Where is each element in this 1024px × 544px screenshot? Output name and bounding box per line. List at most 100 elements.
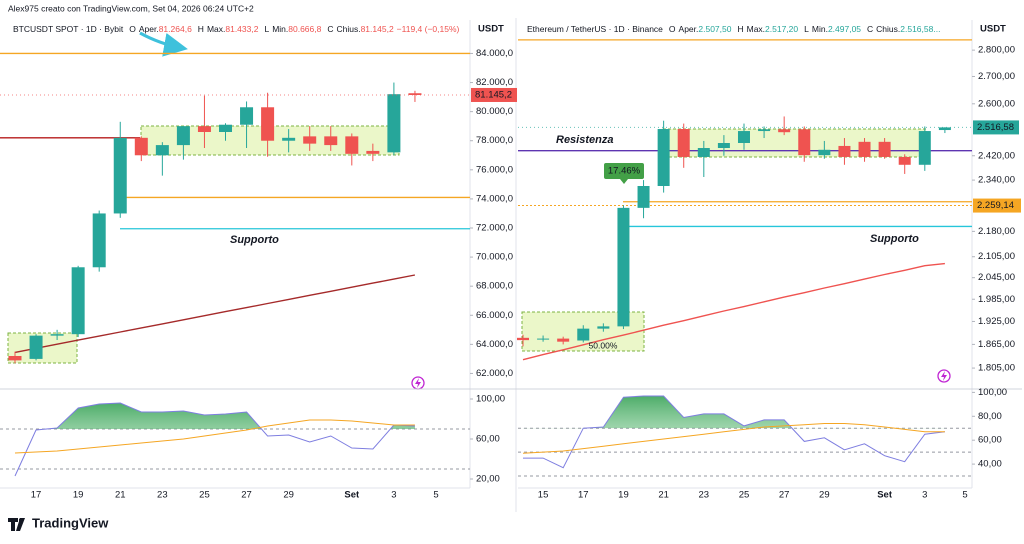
legend-value: 2.507,50: [698, 24, 731, 34]
x-tick-label: 3: [391, 490, 396, 501]
candle-body: [366, 150, 380, 154]
alert-icon[interactable]: [937, 369, 951, 383]
candle-body: [818, 149, 831, 156]
legend-label: Chius.: [876, 24, 900, 34]
y-tick-label: 40,00: [978, 459, 1002, 470]
callout-tag: [604, 163, 644, 179]
x-tick-label: 23: [699, 490, 710, 501]
legend-key: L: [804, 24, 809, 34]
candle-body: [758, 129, 771, 132]
chart-panel: USDT Ethereum / TetherUS · 1D · Binance O A…: [517, 20, 1022, 501]
candle-body: [134, 137, 148, 156]
x-tick-label: 5: [433, 490, 438, 501]
legend-value: 2.497,05: [828, 24, 861, 34]
candle-body: [597, 326, 610, 329]
y-tick-label: 60,00: [978, 435, 1002, 446]
footer-logo-text: TradingView: [32, 515, 109, 530]
legend-label: Min.: [812, 24, 828, 34]
last-price-label: 81.145,2: [475, 89, 512, 100]
y-tick-label: 1.985,00: [978, 294, 1015, 305]
x-tick-label: 5: [962, 490, 967, 501]
y-tick-label: 74.000,0: [476, 193, 513, 204]
arrow-annotation: [139, 31, 188, 57]
x-tick-label: 3: [922, 490, 927, 501]
legend-value: 81.145,2: [361, 24, 394, 34]
callout-label: 17.46%: [608, 166, 641, 177]
candle-body: [408, 93, 422, 95]
x-tick-label: 29: [819, 490, 830, 501]
candle-body: [918, 131, 931, 165]
candle-body: [858, 141, 871, 157]
x-tick-label: 23: [157, 490, 168, 501]
legend-key: L: [264, 24, 269, 34]
legend-label: Chius.: [336, 24, 360, 34]
x-tick-label: 21: [115, 490, 126, 501]
x-tick-label: 25: [199, 490, 210, 501]
legend-change: −119,4 (−0,15%): [397, 24, 460, 34]
candle-body: [838, 145, 851, 157]
marker-tag-label: 2.259,14: [977, 200, 1014, 211]
y-tick-label: 2.420,00: [978, 150, 1015, 161]
indicator-line: [14, 402, 415, 477]
legend-label: Aper.: [679, 24, 699, 34]
legend-key: H: [737, 24, 743, 34]
legend-label: Min.: [272, 24, 288, 34]
moving-average: [14, 274, 416, 354]
candle-body: [537, 338, 550, 340]
legend-value: 2.516,58...: [900, 24, 940, 34]
candle-body: [637, 185, 650, 208]
candle-body: [197, 126, 211, 132]
candle-body: [938, 127, 951, 131]
indicator-line: [522, 423, 945, 454]
y-tick-label: 80,00: [978, 411, 1002, 422]
legend-key: H: [198, 24, 204, 34]
ohlc-legend: BTCUSDT SPOT · 1D · Bybit O Aper.81.264,6 H…: [13, 24, 460, 34]
x-tick-label: 15: [538, 490, 549, 501]
candle-body: [677, 129, 690, 157]
y-tick-label: 76.000,0: [476, 164, 513, 175]
candle-body: [898, 156, 911, 165]
x-tick-label: 27: [779, 490, 790, 501]
y-tick-label: 84.000,0: [476, 48, 513, 59]
x-tick-label: 29: [283, 490, 294, 501]
y-tick-label: 62.000,0: [476, 368, 513, 379]
candle-body: [737, 131, 750, 143]
candle-body: [8, 356, 22, 361]
candle-body: [557, 338, 570, 342]
candle-body: [29, 335, 43, 359]
x-tick-label: 27: [241, 490, 252, 501]
legend-value: 80.666,8: [288, 24, 321, 34]
y-tick-label: 2.700,00: [978, 71, 1015, 82]
legend-label: Max.: [747, 24, 765, 34]
x-tick-label: 17: [31, 490, 42, 501]
level-label: Resistenza: [556, 134, 613, 146]
tradingview-logo: [8, 518, 25, 531]
chart-panel: USDT BTCUSDT SPOT · 1D · Bybit O Aper.81.26…: [0, 20, 520, 501]
indicator-line: [14, 419, 415, 454]
overbought-fill: [583, 396, 793, 429]
legend-key: C: [327, 24, 333, 34]
indicator-line: [523, 395, 945, 469]
y-tick-label: 64.000,0: [476, 339, 513, 350]
level-label: Supporto: [870, 233, 919, 245]
legend-value: 2.517,20: [765, 24, 798, 34]
y-tick-label: 1.805,00: [978, 363, 1015, 374]
y-tick-label: 2.180,00: [978, 226, 1015, 237]
y-tick-label: 2.045,00: [978, 272, 1015, 283]
y-tick-label: 80.000,0: [476, 106, 513, 117]
y-tick-label: 100,00: [978, 387, 1007, 398]
last-price-tag: [471, 87, 517, 102]
candle-body: [387, 94, 401, 153]
candle-body: [657, 129, 670, 186]
symbol-name: BTCUSDT SPOT · 1D · Bybit: [13, 24, 124, 34]
alert-icon[interactable]: [411, 376, 425, 390]
candle-body: [577, 328, 590, 341]
candle-body: [219, 124, 232, 132]
candle-body: [71, 267, 85, 335]
x-tick-label: 17: [578, 490, 589, 501]
y-tick-label: 1.865,00: [978, 339, 1015, 350]
header: Alex975 creato con TradingView.com, Set …: [8, 3, 254, 13]
callout-pointer: [620, 179, 628, 184]
legend-value: 81.433,2: [225, 24, 258, 34]
candle-body: [878, 141, 891, 157]
